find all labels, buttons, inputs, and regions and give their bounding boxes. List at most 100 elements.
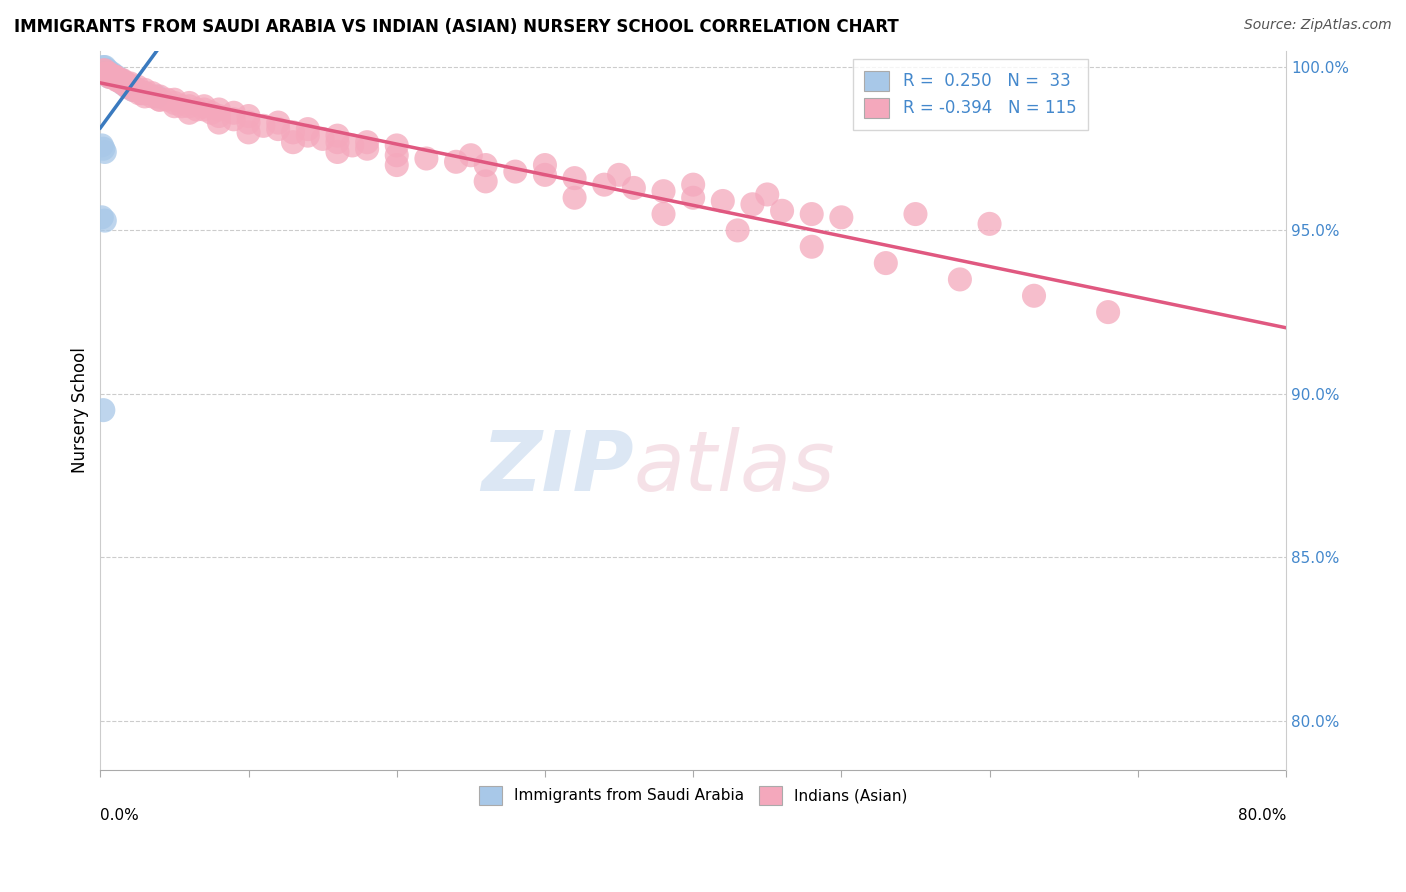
Point (949, 272, 972, 286)
Point (117, 79, 139, 94)
Point (115, 76, 138, 90)
Point (564, 171, 586, 186)
Point (222, 112, 245, 127)
Point (131, 86, 153, 100)
Point (115, 79, 138, 94)
Point (134, 89, 156, 103)
Point (281, 125, 304, 139)
Point (125, 83, 148, 97)
Point (623, 181, 645, 195)
Point (326, 135, 349, 149)
Point (141, 86, 163, 100)
Point (979, 217, 1001, 231)
Point (94, 145, 117, 159)
Point (875, 256, 897, 270)
Point (107, 73, 129, 87)
Point (326, 145, 349, 159)
Point (149, 93, 172, 107)
Point (267, 122, 290, 136)
Point (111, 76, 134, 90)
Point (505, 164, 527, 178)
Point (607, 168, 630, 182)
Point (91, 403, 114, 417)
Point (170, 99, 193, 113)
Point (800, 207, 823, 221)
Point (127, 83, 149, 97)
Point (252, 119, 274, 133)
Point (96, 66, 118, 80)
Point (108, 73, 131, 87)
Point (208, 103, 231, 117)
Point (112, 76, 135, 90)
Point (297, 122, 319, 136)
Point (145, 89, 167, 103)
Point (114, 76, 136, 90)
Point (163, 95, 186, 110)
Point (101, 70, 124, 84)
Point (90, 138, 112, 153)
Point (115, 79, 138, 94)
Point (101, 70, 124, 84)
Point (415, 152, 437, 166)
Point (474, 174, 496, 188)
Point (96, 63, 118, 78)
Point (326, 128, 349, 143)
Point (149, 89, 172, 103)
Point (682, 191, 704, 205)
Point (98, 70, 121, 84)
Point (118, 79, 141, 94)
Point (118, 79, 141, 94)
Point (94, 60, 117, 74)
Point (91, 142, 114, 156)
Point (98, 66, 121, 80)
Point (107, 73, 129, 87)
Point (100, 70, 122, 84)
Point (770, 203, 793, 218)
Point (193, 103, 215, 117)
Point (122, 83, 145, 97)
Point (104, 70, 127, 84)
Point (741, 197, 763, 211)
Point (756, 187, 779, 202)
Point (222, 105, 245, 120)
Point (179, 99, 201, 113)
Point (111, 76, 134, 90)
Point (118, 79, 141, 94)
Point (97, 63, 120, 78)
Point (118, 76, 141, 90)
Point (711, 194, 734, 208)
Point (311, 132, 333, 146)
Point (727, 223, 749, 237)
Point (94, 213, 117, 227)
Point (238, 109, 260, 123)
Point (281, 135, 304, 149)
Point (904, 207, 927, 221)
Point (103, 70, 125, 84)
Point (134, 83, 156, 97)
Point (97, 66, 120, 80)
Point (134, 86, 156, 100)
Point (105, 70, 128, 84)
Point (114, 76, 136, 90)
Point (534, 158, 557, 172)
Point (141, 89, 163, 103)
Text: atlas: atlas (634, 427, 835, 508)
Point (110, 73, 132, 87)
Point (297, 128, 319, 143)
Text: IMMIGRANTS FROM SAUDI ARABIA VS INDIAN (ASIAN) NURSERY SCHOOL CORRELATION CHART: IMMIGRANTS FROM SAUDI ARABIA VS INDIAN (… (14, 18, 898, 36)
Point (800, 240, 823, 254)
Point (127, 79, 149, 94)
Point (238, 125, 260, 139)
Point (564, 191, 586, 205)
Point (186, 103, 208, 117)
Point (193, 99, 215, 113)
Point (90, 211, 112, 225)
Point (98, 66, 121, 80)
Point (107, 73, 129, 87)
Point (104, 70, 127, 84)
Point (385, 158, 408, 172)
Point (108, 73, 131, 87)
Point (97, 66, 120, 80)
Point (474, 158, 496, 172)
Point (593, 178, 616, 192)
